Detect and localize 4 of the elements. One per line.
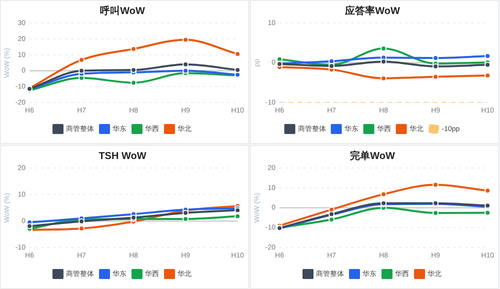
chart-title: 完单WoW (350, 150, 396, 162)
chart-title: TSH WoW (98, 150, 147, 162)
chart-title: 应答率WoW (344, 4, 400, 17)
chart-title: 呼叫WoW (100, 4, 146, 17)
